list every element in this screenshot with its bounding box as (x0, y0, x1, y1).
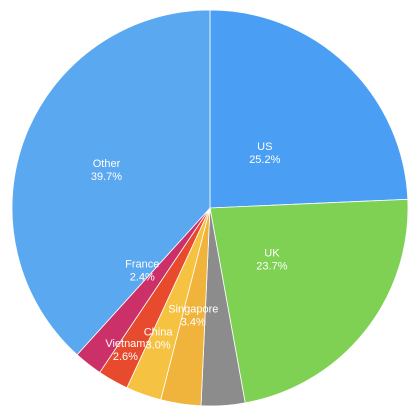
slice-label-us: US (257, 141, 272, 153)
pie-slice-other (11, 9, 211, 356)
pie-slice-uk (209, 198, 409, 404)
pie-slice-us (209, 9, 409, 209)
slice-label-france: France (125, 259, 159, 271)
slice-label-china: China (144, 327, 174, 339)
slice-label-uk: UK (264, 247, 280, 259)
slice-value-france: 2.4% (130, 272, 155, 284)
slice-value-other: 39.7% (91, 171, 122, 183)
pie-slices (11, 9, 409, 407)
slice-value-vietnam: 2.6% (113, 351, 138, 363)
slice-label-vietnam: Vietnam (105, 338, 145, 350)
slice-label-other: Other (93, 158, 121, 170)
slice-label-singapore: Singapore (168, 304, 218, 316)
slice-value-us: 25.2% (249, 154, 280, 166)
slice-value-uk: 23.7% (256, 260, 287, 272)
slice-value-china: 3.0% (146, 340, 171, 352)
slice-value-singapore: 3.4% (181, 317, 206, 329)
